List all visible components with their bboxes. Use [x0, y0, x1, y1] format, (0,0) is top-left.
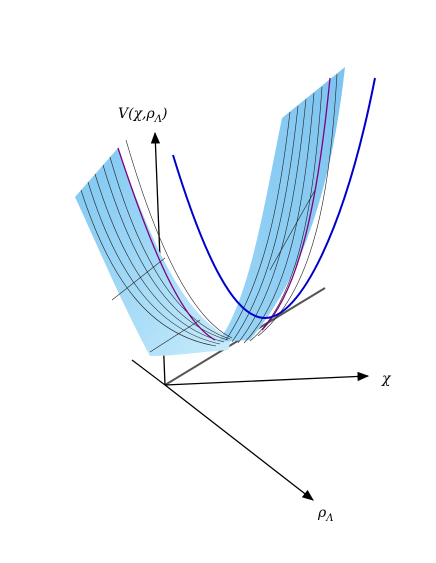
- chi-axis-label: χ: [381, 371, 392, 387]
- rho-axis-label: ρΛ: [317, 505, 333, 524]
- potential-curve: [172, 77, 376, 320]
- surface: [75, 67, 345, 356]
- v-axis-label: V(χ,ρΛ): [118, 106, 167, 125]
